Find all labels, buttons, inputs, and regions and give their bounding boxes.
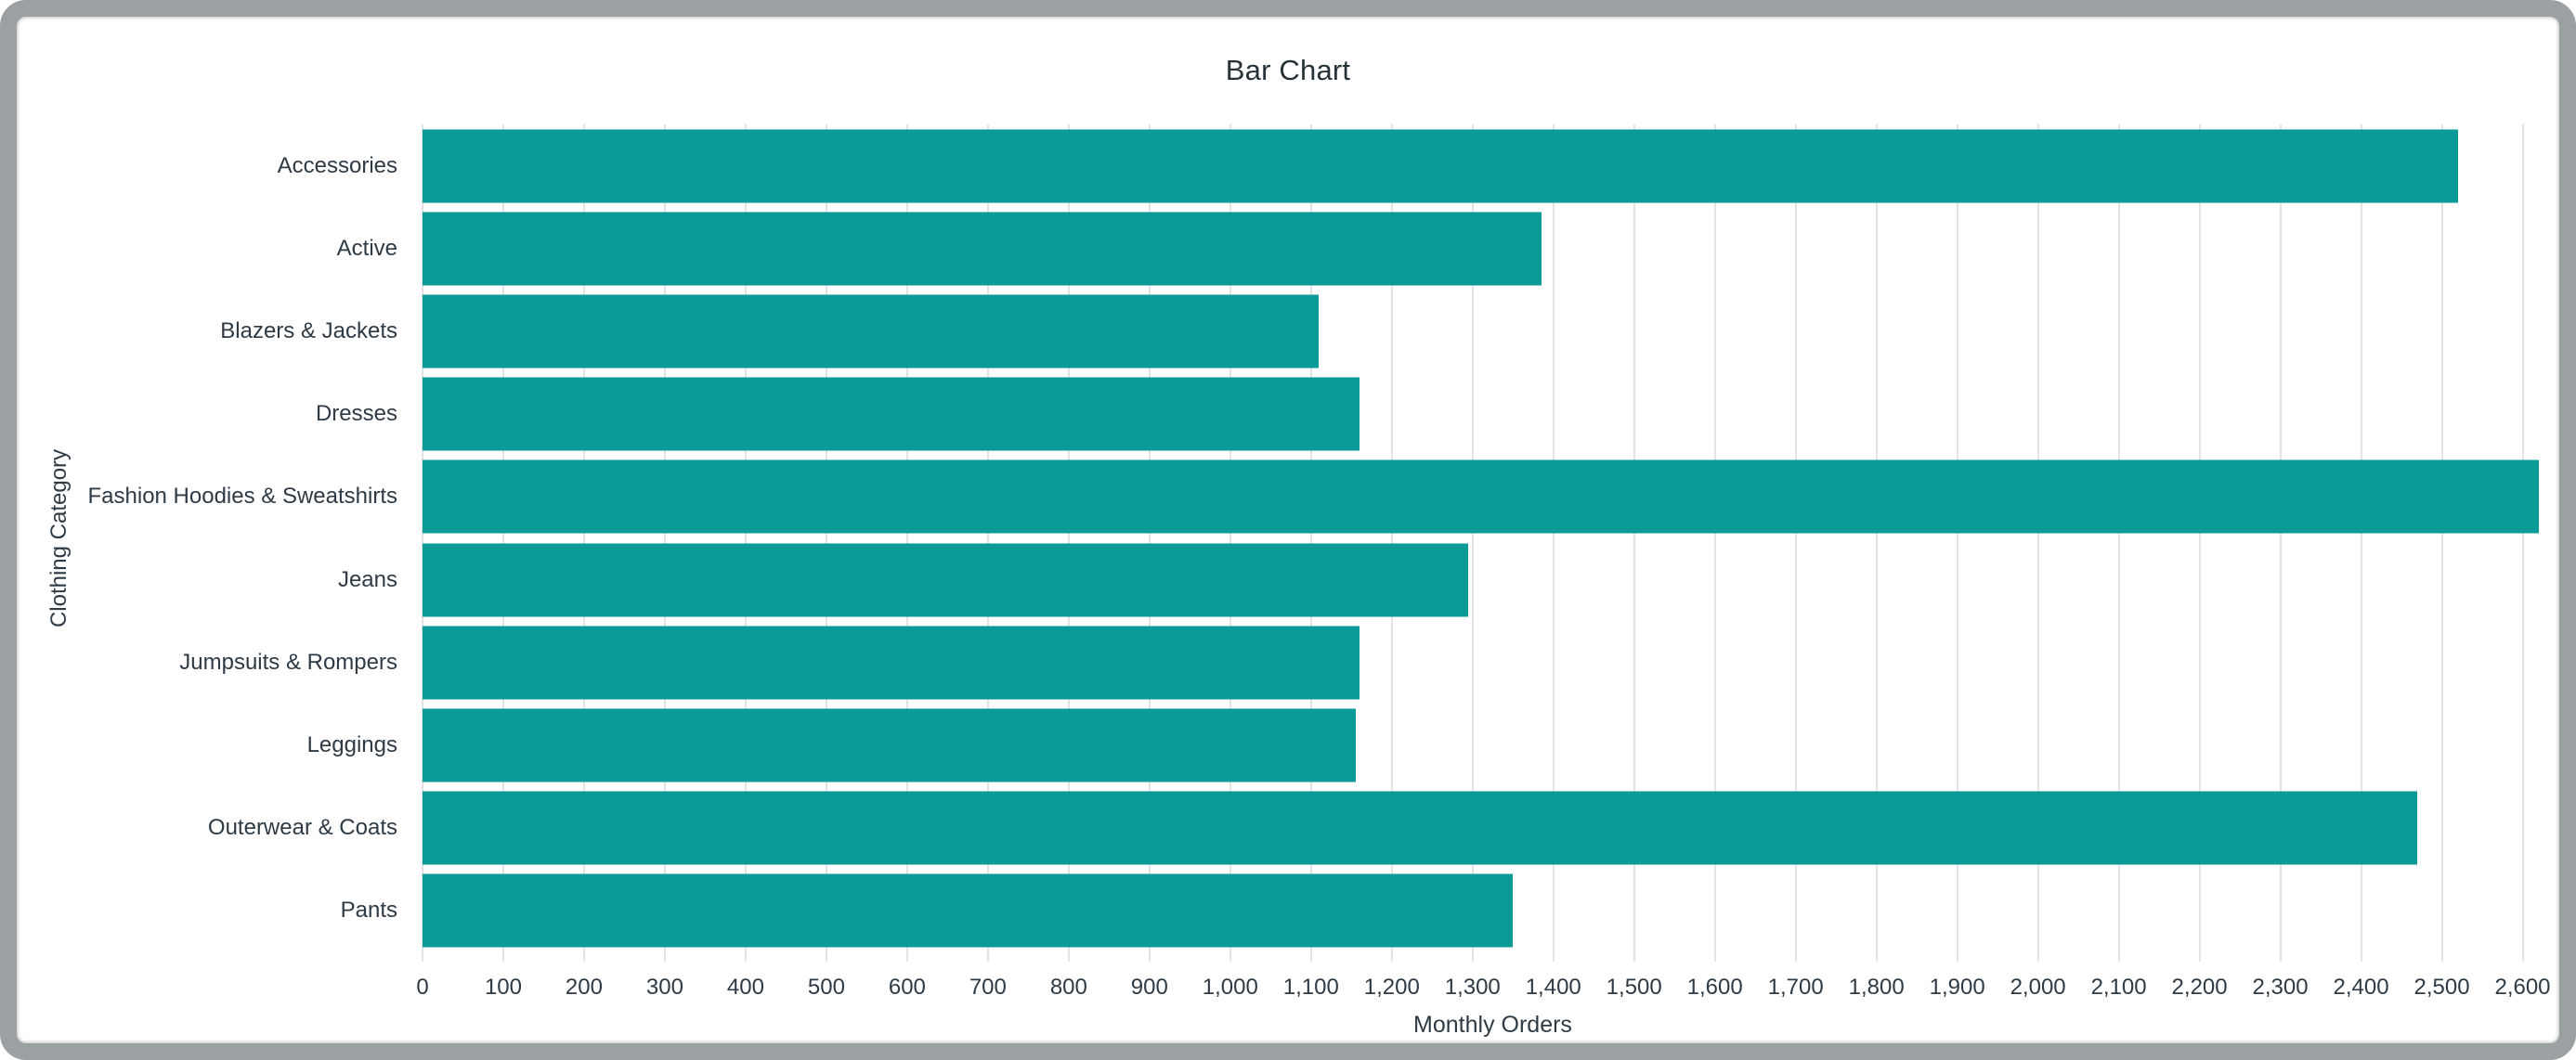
gridline: [2360, 124, 2362, 962]
bar-blazers-jackets[interactable]: [423, 294, 1320, 368]
y-tick-label-pants: Pants: [340, 898, 397, 924]
y-tick-label-active: Active: [336, 235, 397, 261]
gridline: [2036, 124, 2039, 962]
x-tick-label: 2,000: [2010, 975, 2066, 1000]
x-tick-label: 700: [969, 975, 1007, 1000]
gridline: [1794, 124, 1797, 962]
gridline: [1229, 124, 1231, 962]
bar-leggings[interactable]: [423, 708, 1356, 782]
x-tick-label: 0: [416, 975, 429, 1000]
x-tick-label: 2,600: [2494, 975, 2551, 1000]
bar-outerwear-coats[interactable]: [423, 791, 2418, 865]
bar-row-accessories: [423, 124, 2559, 207]
gridline: [1309, 124, 1312, 962]
bar-row-dresses: [423, 373, 2559, 456]
x-tick-label: 300: [645, 975, 683, 1000]
gridline: [582, 124, 585, 962]
bar-row-jeans: [423, 538, 2559, 621]
x-tick-label: 100: [484, 975, 522, 1000]
bar-fashion-hoodies-sweatshirts[interactable]: [423, 459, 2539, 534]
gridline: [2521, 124, 2524, 962]
x-tick-label: 1,800: [1848, 975, 1905, 1000]
bar-rows: [423, 124, 2559, 952]
gridline: [1633, 124, 1635, 962]
bar-pants[interactable]: [423, 873, 1514, 948]
y-tick-label-dresses: Dresses: [315, 401, 397, 427]
x-tick-label: 1,100: [1282, 975, 1339, 1000]
gridline: [501, 124, 504, 962]
x-tick-label: 1,400: [1525, 975, 1581, 1000]
gridline: [2117, 124, 2120, 962]
gridline: [1471, 124, 1474, 962]
bar-accessories[interactable]: [423, 129, 2458, 203]
x-tick-label: 2,200: [2171, 975, 2228, 1000]
x-tick-label: 1,500: [1606, 975, 1662, 1000]
x-tick-label: 200: [565, 975, 603, 1000]
x-tick-label: 2,400: [2333, 975, 2389, 1000]
gridline: [1713, 124, 1716, 962]
x-tick-label: 1,600: [1686, 975, 1743, 1000]
x-tick-label: 800: [1049, 975, 1087, 1000]
y-axis-tick-labels: Accessories Active Blazers & Jackets Dresse…: [17, 124, 398, 952]
x-tick-label: 2,300: [2252, 975, 2309, 1000]
gridline: [905, 124, 908, 962]
x-tick-label: 600: [888, 975, 926, 1000]
gridline: [986, 124, 989, 962]
y-tick-label-fashion-hoodies-sweatshirts: Fashion Hoodies & Sweatshirts: [87, 484, 398, 510]
x-tick-label: 900: [1130, 975, 1168, 1000]
x-tick-label: 500: [807, 975, 845, 1000]
y-tick-label-outerwear-coats: Outerwear & Coats: [207, 815, 397, 841]
gridline: [2198, 124, 2201, 962]
y-tick-label-accessories: Accessories: [277, 152, 397, 178]
x-axis-tick-labels: 0 100 200 300 400 500 600 700 800 900 1,000 1,100 1,…: [416, 975, 2559, 1002]
bar-row-fashion-hoodies-sweatshirts: [423, 456, 2559, 538]
bar-dresses[interactable]: [423, 377, 1360, 451]
gridline: [663, 124, 666, 962]
x-tick-label: 2,500: [2413, 975, 2470, 1000]
gridline: [1390, 124, 1393, 962]
x-tick-label: 1,000: [1202, 975, 1258, 1000]
y-tick-label-jumpsuits-rompers: Jumpsuits & Rompers: [179, 649, 397, 675]
y-tick-label-leggings: Leggings: [306, 732, 397, 758]
x-tick-label: 1,300: [1444, 975, 1501, 1000]
plot-area: [422, 124, 2559, 962]
bar-active[interactable]: [423, 212, 1542, 286]
x-tick-label: 1,200: [1363, 975, 1420, 1000]
gridline: [744, 124, 747, 962]
x-tick-label: 1,900: [1929, 975, 1985, 1000]
gridline: [1552, 124, 1555, 962]
y-tick-label-blazers-jackets: Blazers & Jackets: [220, 318, 397, 343]
bar-jumpsuits-rompers[interactable]: [423, 626, 1360, 700]
bar-row-leggings: [423, 704, 2559, 786]
gridline: [422, 124, 423, 962]
bar-row-pants: [423, 870, 2559, 952]
chart-title: Bar Chart: [1225, 54, 1351, 86]
bar-jeans[interactable]: [423, 543, 1469, 617]
gridline: [825, 124, 827, 962]
x-tick-label: 400: [726, 975, 764, 1000]
gridline: [1067, 124, 1070, 962]
gridline: [1956, 124, 1958, 962]
x-tick-label: 1,700: [1767, 975, 1824, 1000]
bar-row-outerwear-coats: [423, 787, 2559, 870]
gridline: [2279, 124, 2282, 962]
gridline: [2440, 124, 2443, 962]
bar-row-jumpsuits-rompers: [423, 621, 2559, 704]
x-tick-label: 2,100: [2090, 975, 2147, 1000]
gridline: [1875, 124, 1878, 962]
y-tick-label-jeans: Jeans: [337, 566, 397, 592]
bar-row-active: [423, 207, 2559, 290]
x-axis-title: Monthly Orders: [1413, 1012, 1572, 1038]
bar-row-blazers-jackets: [423, 290, 2559, 372]
gridline: [1148, 124, 1151, 962]
